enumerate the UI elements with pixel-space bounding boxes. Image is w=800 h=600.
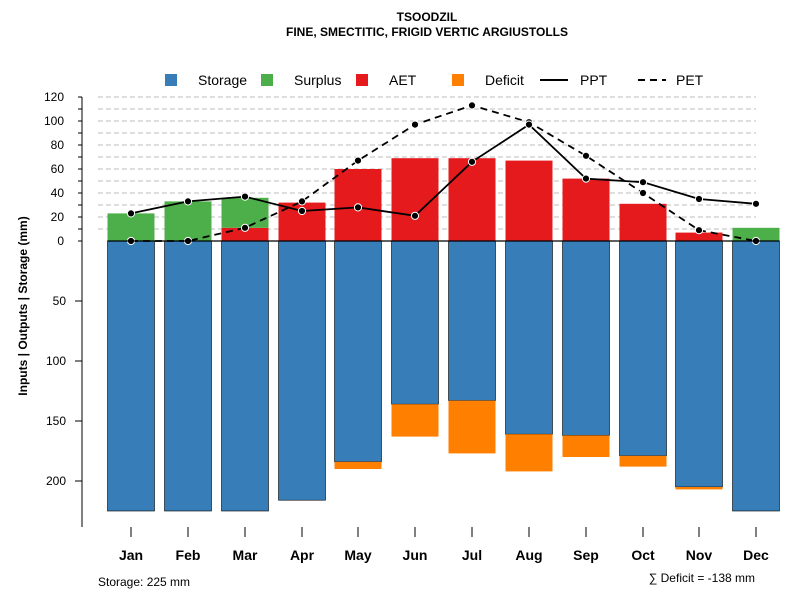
point-ppt-mar — [240, 192, 250, 201]
bar-storage-jul — [448, 240, 496, 401]
upper-y-tick-label: 40 — [51, 186, 65, 200]
axes: 0 20 40 60 80 100 120 50 100 150 200 Jan Feb Mar Apr Ma… — [44, 90, 780, 563]
point-ppt-jan — [126, 209, 136, 218]
bar-storage-apr — [278, 240, 326, 501]
point-ppt-oct — [638, 178, 648, 187]
bar-surplus-feb — [164, 201, 212, 241]
x-tick-label-jun: Jun — [403, 547, 428, 563]
upper-y-tick-label: 120 — [44, 90, 64, 104]
x-tick-label-oct: Oct — [631, 547, 655, 563]
point-pet-apr — [297, 197, 307, 206]
point-ppt-aug — [524, 120, 534, 129]
bar-aet-mar — [221, 227, 269, 241]
x-tick-label-may: May — [344, 547, 371, 563]
lower-y-tick-label: 100 — [46, 354, 66, 368]
chart-title: TSOODZIL — [397, 10, 458, 24]
bar-aet-jun — [391, 158, 439, 241]
legend-label-surplus: Surplus — [294, 72, 341, 88]
lower-y-tick-label: 200 — [46, 474, 66, 488]
bar-aet-aug — [505, 160, 553, 241]
legend-label-pet: PET — [676, 72, 704, 88]
bar-storage-jun — [391, 240, 439, 405]
legend-label-aet: AET — [389, 72, 417, 88]
bar-deficit-nov — [675, 487, 723, 490]
bar-deficit-jun — [391, 404, 439, 437]
point-pet-jul — [467, 101, 477, 110]
y-axis-label: Inputs | Outputs | Storage (mm) — [16, 216, 30, 395]
line-pet — [131, 104, 757, 242]
bar-storage-sep — [562, 240, 610, 436]
point-pet-oct — [638, 188, 648, 198]
point-pet-jun — [410, 120, 420, 129]
x-tick-label-jan: Jan — [119, 547, 143, 563]
bar-surplus-jan — [107, 213, 155, 241]
x-tick-label-feb: Feb — [176, 547, 201, 563]
bar-surplus-mar — [221, 197, 269, 228]
bar-surplus-dec — [732, 227, 780, 241]
point-ppt-jul — [467, 157, 477, 166]
x-tick-label-dec: Dec — [743, 547, 769, 563]
storage-note: Storage: 225 mm — [98, 575, 190, 589]
legend: Storage Surplus AET Deficit PPT PET — [165, 72, 704, 88]
bar-storage-aug — [505, 240, 553, 435]
bar-storage-mar — [221, 240, 269, 512]
x-tick-label-aug: Aug — [515, 547, 542, 563]
point-pet-mar — [240, 223, 250, 232]
bar-aet-oct — [619, 203, 667, 241]
bar-storage-may — [334, 240, 382, 463]
point-pet-may — [353, 156, 363, 165]
bar-deficit-sep — [562, 435, 610, 457]
bar-deficit-aug — [505, 434, 553, 472]
upper-y-tick-label: 20 — [51, 210, 65, 224]
bar-storage-oct — [619, 240, 667, 457]
bar-deficit-oct — [619, 455, 667, 467]
point-pet-nov — [694, 226, 704, 235]
bar-storage-dec — [732, 240, 780, 512]
upper-y-tick-label: 100 — [44, 114, 64, 128]
point-ppt-may — [353, 203, 363, 212]
deficit-note: ∑ Deficit = -138 mm — [649, 571, 755, 585]
x-tick-label-nov: Nov — [686, 547, 713, 563]
bar-aet-sep — [562, 178, 610, 241]
legend-swatch-aet — [356, 74, 368, 86]
bar-storage-feb — [164, 240, 212, 512]
legend-label-ppt: PPT — [580, 72, 608, 88]
point-pet-sep — [581, 151, 591, 160]
series-lines — [126, 101, 761, 246]
point-ppt-feb — [183, 197, 193, 206]
chart-subtitle: FINE, SMECTITIC, FRIGID VERTIC ARGIUSTOL… — [286, 25, 568, 39]
legend-swatch-storage — [165, 74, 177, 86]
x-tick-label-jul: Jul — [462, 547, 482, 563]
bars — [107, 158, 780, 512]
bar-aet-nov — [675, 232, 723, 241]
bar-storage-jan — [107, 240, 155, 512]
x-tick-label-mar: Mar — [233, 547, 258, 563]
upper-y-tick-label: 60 — [51, 162, 65, 176]
bar-deficit-may — [334, 461, 382, 469]
bar-storage-nov — [675, 240, 723, 488]
lower-y-tick-label: 150 — [46, 414, 66, 428]
point-ppt-jun — [410, 211, 420, 220]
line-ppt — [130, 123, 757, 217]
legend-swatch-surplus — [261, 74, 273, 86]
bar-deficit-jul — [448, 400, 496, 454]
legend-swatch-deficit — [452, 74, 464, 86]
lower-y-tick-label: 50 — [53, 294, 67, 308]
point-ppt-apr — [297, 206, 307, 216]
point-ppt-dec — [751, 199, 761, 208]
legend-label-storage: Storage — [198, 72, 247, 88]
point-ppt-nov — [694, 194, 704, 204]
bar-aet-jul — [448, 158, 496, 241]
x-tick-label-sep: Sep — [573, 547, 599, 563]
x-tick-label-apr: Apr — [290, 547, 315, 563]
point-ppt-sep — [581, 174, 591, 183]
upper-y-tick-label: 80 — [51, 138, 65, 152]
upper-y-tick-label: 0 — [57, 234, 64, 248]
legend-label-deficit: Deficit — [485, 72, 524, 88]
